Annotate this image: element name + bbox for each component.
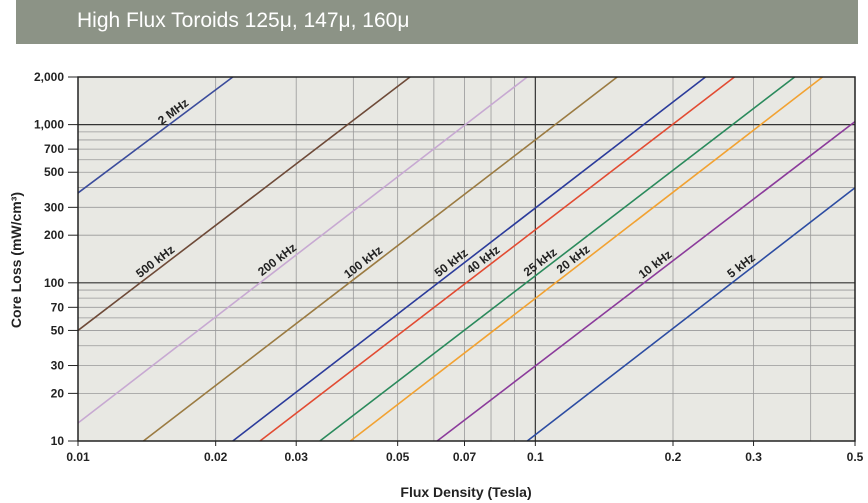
y-tick-label: 300	[44, 200, 64, 214]
x-tick-label: 0.1	[527, 450, 544, 464]
series-line-40-khz	[259, 76, 735, 442]
x-tick-label: 0.03	[285, 450, 309, 464]
plot-area	[78, 77, 855, 441]
y-axis-label: Core Loss (mW/cm³)	[8, 192, 24, 328]
x-tick-label: 0.02	[204, 450, 228, 464]
x-tick-label: 0.3	[745, 450, 762, 464]
x-tick-label: 0.05	[386, 450, 410, 464]
y-tick-label: 1,000	[34, 118, 64, 132]
series-lines	[77, 76, 856, 442]
y-tick-label: 30	[51, 359, 65, 373]
series-line-200-khz	[77, 76, 528, 424]
y-tick-label: 100	[44, 276, 64, 290]
y-tick-label: 2,000	[34, 70, 64, 84]
y-tick-label: 700	[44, 142, 64, 156]
series-line-20-khz	[349, 76, 824, 442]
y-tick-label: 200	[44, 228, 64, 242]
y-tick-label: 20	[51, 386, 65, 400]
x-tick-label: 0.2	[665, 450, 682, 464]
x-axis-label: Flux Density (Tesla)	[400, 484, 531, 500]
y-tick-label: 70	[51, 300, 65, 314]
ticks: 0.01 0.02 0.03 0.05 0.07 0.1 0.2 0.3 0.5 10 20 30 50…	[34, 70, 864, 464]
y-tick-label: 10	[51, 434, 65, 448]
series-line-2-mhz	[77, 76, 234, 194]
series-line-50-khz	[232, 76, 706, 442]
header-bar: High Flux Toroids 125μ, 147μ, 160μ	[16, 0, 858, 44]
series-line-10-khz	[436, 120, 856, 442]
y-tick-label: 50	[51, 323, 65, 337]
series-line-500-khz	[77, 76, 411, 332]
x-tick-label: 0.5	[847, 450, 864, 464]
series-line-100-khz	[142, 76, 618, 442]
x-tick-label: 0.01	[66, 450, 90, 464]
x-tick-label: 0.07	[453, 450, 477, 464]
page-title: High Flux Toroids 125μ, 147μ, 160μ	[77, 9, 410, 32]
y-tick-label: 500	[44, 165, 64, 179]
series-line-25-khz	[319, 76, 796, 442]
grid	[77, 76, 856, 442]
plot-border	[77, 76, 856, 442]
series-line-5-khz	[526, 187, 856, 442]
